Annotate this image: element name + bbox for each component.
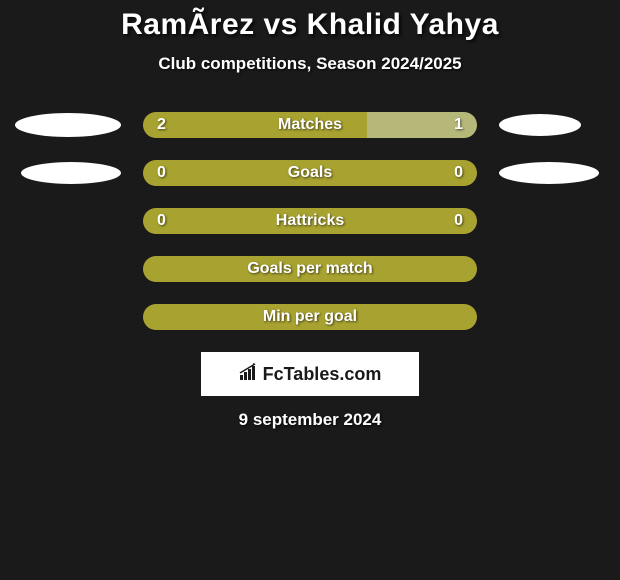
ellipse-slot-left <box>15 162 143 184</box>
stat-bar-right: 1 <box>367 112 477 138</box>
stat-value-left: 2 <box>157 116 166 134</box>
stat-label: Goals <box>288 164 332 182</box>
stat-bar-right: 0 <box>310 160 477 186</box>
stat-row: Goals per match <box>0 256 620 282</box>
stat-value-right: 0 <box>454 164 463 182</box>
player-ellipse-left <box>21 162 121 184</box>
stat-label: Matches <box>278 116 342 134</box>
stat-label: Min per goal <box>263 308 357 326</box>
player-ellipse-right <box>499 162 599 184</box>
stat-label: Hattricks <box>276 212 344 230</box>
page-title: RamÃ­rez vs Khalid Yahya <box>0 8 620 42</box>
stat-value-right: 1 <box>454 116 463 134</box>
comparison-widget: RamÃ­rez vs Khalid Yahya Club competitio… <box>0 0 620 430</box>
ellipse-slot-right <box>477 162 605 184</box>
stat-value-left: 0 <box>157 212 166 230</box>
stat-row: 0 0 Goals <box>0 160 620 186</box>
date-text: 9 september 2024 <box>0 410 620 430</box>
subtitle: Club competitions, Season 2024/2025 <box>0 54 620 74</box>
stat-bar: 0 0 Goals <box>143 160 477 186</box>
stat-row: Min per goal <box>0 304 620 330</box>
stat-value-right: 0 <box>454 212 463 230</box>
stat-bar: 2 1 Matches <box>143 112 477 138</box>
ellipse-slot-right <box>477 114 605 136</box>
logo-box[interactable]: FcTables.com <box>201 352 419 396</box>
player-ellipse-left <box>15 113 121 137</box>
ellipse-slot-left <box>15 113 143 137</box>
stat-bar: Goals per match <box>143 256 477 282</box>
logo-text: FcTables.com <box>239 363 382 386</box>
stat-bar: Min per goal <box>143 304 477 330</box>
stat-bar: 0 0 Hattricks <box>143 208 477 234</box>
stat-row: 0 0 Hattricks <box>0 208 620 234</box>
stat-bar-left: 0 <box>143 160 310 186</box>
stat-label: Goals per match <box>247 260 372 278</box>
stats-rows: 2 1 Matches 0 0 Goals 0 0 Hattricks Goals per mat… <box>0 112 620 330</box>
player-ellipse-right <box>499 114 581 136</box>
logo-label: FcTables.com <box>263 364 382 385</box>
stat-row: 2 1 Matches <box>0 112 620 138</box>
stat-value-left: 0 <box>157 164 166 182</box>
chart-icon <box>239 363 259 386</box>
